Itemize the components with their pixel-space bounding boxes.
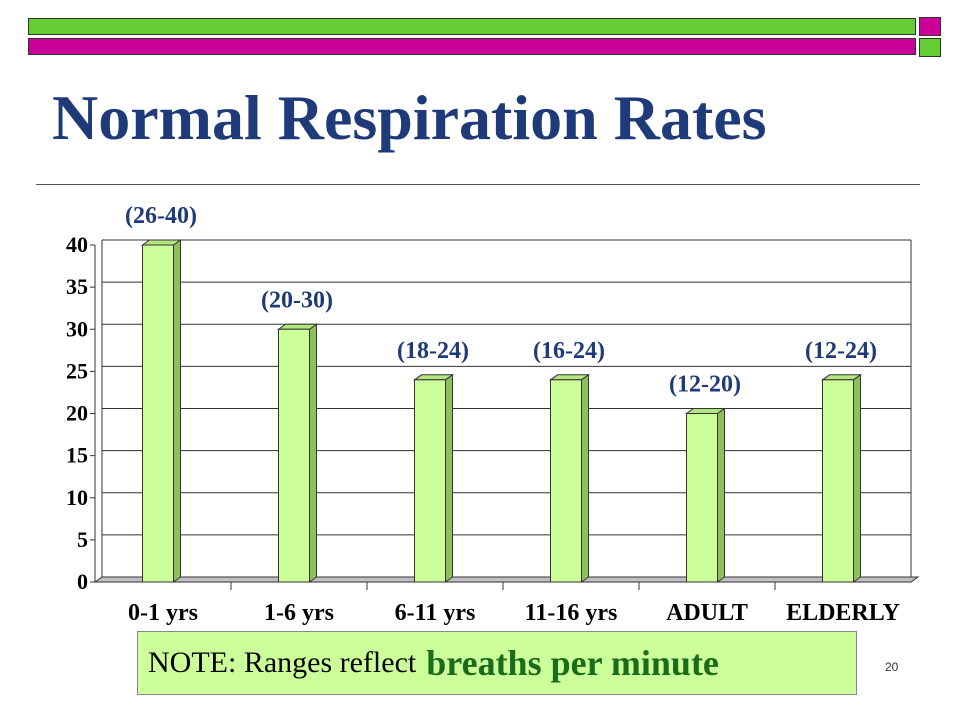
bar-front	[686, 413, 718, 583]
x-category-label: ADULT	[666, 600, 748, 626]
bar-side	[853, 373, 861, 583]
title-divider	[36, 184, 920, 185]
note-text: NOTE: Ranges reflect	[148, 646, 417, 679]
corner-square-green	[919, 38, 941, 57]
bar-side	[309, 323, 317, 583]
bar-top	[412, 374, 455, 381]
x-category-label: 1-6 yrs	[264, 600, 334, 626]
y-tick-labels: 0 5 10 15 20 25 30 35 40	[66, 232, 88, 594]
x-category-label: 6-11 yrs	[395, 600, 476, 626]
bar-data-labels: (26-40) (20-30) (18-24) (16-24) (12-20) (12-2…	[125, 203, 877, 398]
bar-top	[820, 374, 863, 381]
bar-data-label: (20-30)	[261, 287, 333, 313]
bar	[140, 239, 183, 583]
bar-side	[173, 239, 181, 583]
page-number: 20	[885, 660, 899, 674]
y-tick-label: 10	[66, 485, 88, 510]
bar-data-label: (18-24)	[397, 338, 469, 364]
respiration-bar-chart: 0 5 10 15 20 25 30 35 40 (26-40) (20-30) (18-24) (1…	[66, 203, 920, 626]
note-emphasis: breaths per minute	[426, 643, 719, 683]
page-title: Normal Respiration Rates	[52, 82, 767, 153]
y-tick-label: 0	[77, 569, 88, 594]
bar-data-label: (12-20)	[669, 372, 741, 398]
bar-side	[717, 407, 725, 583]
gridlines	[90, 239, 911, 583]
bar-top	[276, 323, 319, 330]
x-category-label: 0-1 yrs	[128, 600, 198, 626]
corner-square-magenta	[919, 17, 941, 36]
bar-side	[581, 373, 589, 583]
bar	[548, 373, 591, 583]
bar-front	[550, 379, 582, 583]
x-category-label: ELDERLY	[786, 600, 900, 626]
bar	[276, 323, 319, 583]
plot-floor	[93, 576, 920, 583]
bar	[412, 373, 455, 583]
x-category-labels: 0-1 yrs 1-6 yrs 6-11 yrs 11-16 yrs ADULT ELDE…	[128, 582, 900, 626]
y-tick-label: 30	[66, 316, 88, 341]
bar	[684, 407, 727, 583]
y-tick-label: 35	[66, 274, 88, 299]
y-tick-label: 15	[66, 443, 88, 468]
bar-top	[548, 374, 591, 381]
y-tick-label: 40	[66, 232, 88, 257]
bar-top	[684, 408, 727, 414]
y-tick-label: 25	[66, 358, 88, 383]
x-category-label: 11-16 yrs	[525, 600, 618, 626]
y-tick-label: 20	[66, 401, 88, 426]
bar-data-label: (12-24)	[805, 338, 877, 364]
y-tick-label: 5	[77, 527, 88, 552]
bars	[140, 239, 863, 583]
bar-front	[142, 244, 174, 583]
bar-side	[445, 373, 453, 583]
bar-data-label: (16-24)	[533, 338, 605, 364]
top-magenta-strip	[28, 38, 916, 55]
top-green-strip	[28, 18, 916, 35]
bar	[820, 373, 863, 583]
bar-front	[278, 328, 310, 583]
bar-top	[140, 239, 183, 246]
plot-area	[93, 239, 920, 583]
bar-front	[414, 379, 446, 583]
bar-front	[822, 379, 854, 583]
note-box: NOTE: Ranges reflect breaths per minute	[137, 631, 857, 695]
bar-data-label: (26-40)	[125, 203, 197, 229]
